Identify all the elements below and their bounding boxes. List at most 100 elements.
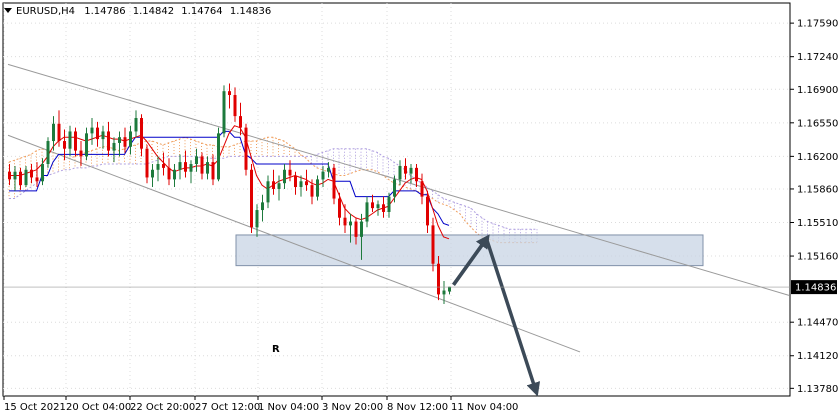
candle[interactable] <box>426 190 429 234</box>
candle[interactable] <box>118 131 121 157</box>
candle[interactable] <box>266 175 270 209</box>
candle[interactable] <box>167 158 171 186</box>
candle[interactable] <box>255 204 259 237</box>
candle-body <box>349 221 352 226</box>
candle[interactable] <box>393 175 396 203</box>
candle[interactable] <box>283 164 286 189</box>
candle[interactable] <box>299 175 303 197</box>
candle[interactable] <box>68 125 72 157</box>
candle[interactable] <box>46 137 50 168</box>
candle[interactable] <box>387 192 391 218</box>
candle[interactable] <box>360 213 363 260</box>
candle-body <box>316 179 319 197</box>
candle[interactable] <box>448 286 451 295</box>
candle[interactable] <box>415 164 418 188</box>
y-tick-label: 1.13780 <box>797 384 838 395</box>
candle[interactable] <box>189 160 193 184</box>
candle[interactable] <box>85 127 88 161</box>
x-tick-label: 27 Oct 12:00 <box>195 402 260 413</box>
candle[interactable] <box>206 156 209 180</box>
candle-body <box>398 165 402 180</box>
candle[interactable] <box>437 256 440 301</box>
candle[interactable] <box>338 192 341 226</box>
candle[interactable] <box>332 164 336 205</box>
candle[interactable] <box>343 204 347 234</box>
candle[interactable] <box>327 162 330 178</box>
candle-body <box>145 148 149 178</box>
candle[interactable] <box>156 156 160 182</box>
candle[interactable] <box>398 160 402 186</box>
candle[interactable] <box>107 121 110 157</box>
candle[interactable] <box>96 121 99 147</box>
candle[interactable] <box>272 169 275 195</box>
candle[interactable] <box>35 162 39 188</box>
candle[interactable] <box>211 154 215 186</box>
candle[interactable] <box>134 110 138 138</box>
candle[interactable] <box>24 165 28 188</box>
candle-body <box>332 167 336 199</box>
candle-body <box>338 198 341 218</box>
candle[interactable] <box>8 164 11 186</box>
candle[interactable] <box>129 125 132 155</box>
candle[interactable] <box>349 213 352 243</box>
candle[interactable] <box>365 196 369 228</box>
candle[interactable] <box>409 164 413 184</box>
channel-line-upper[interactable] <box>7 63 790 296</box>
candle-body <box>46 141 50 165</box>
candle[interactable] <box>250 164 253 234</box>
candle[interactable] <box>57 110 61 147</box>
candle[interactable] <box>277 175 281 201</box>
candle[interactable] <box>294 171 297 195</box>
candle-body <box>343 217 347 226</box>
candle[interactable] <box>288 160 292 182</box>
channel-line-lower[interactable] <box>7 134 581 353</box>
candle[interactable] <box>310 179 314 205</box>
plot-area[interactable] <box>2 2 791 397</box>
y-tick-label: 1.16200 <box>797 152 838 163</box>
candle[interactable] <box>228 83 231 109</box>
candle[interactable] <box>173 164 176 188</box>
candle[interactable] <box>145 144 149 184</box>
candle[interactable] <box>151 164 154 188</box>
candle[interactable] <box>30 164 33 184</box>
candle[interactable] <box>442 280 446 304</box>
candle[interactable] <box>376 200 380 216</box>
candle[interactable] <box>261 194 264 222</box>
candle[interactable] <box>316 175 319 201</box>
candle[interactable] <box>371 194 374 212</box>
candle[interactable] <box>321 165 325 188</box>
candle[interactable] <box>195 148 198 172</box>
candle[interactable] <box>178 154 182 180</box>
candle[interactable] <box>52 116 55 151</box>
candle[interactable] <box>90 118 94 145</box>
candle[interactable] <box>74 127 77 157</box>
symbol-dropdown-icon[interactable] <box>4 8 12 13</box>
candle[interactable] <box>244 123 248 176</box>
candle[interactable] <box>79 141 83 166</box>
candle[interactable] <box>19 167 22 190</box>
candle[interactable] <box>420 173 424 205</box>
candle[interactable] <box>184 150 187 178</box>
candle[interactable] <box>123 127 127 153</box>
candle[interactable] <box>112 137 116 163</box>
candle[interactable] <box>305 169 308 191</box>
candle[interactable] <box>101 125 105 149</box>
candle[interactable] <box>354 217 358 245</box>
candle[interactable] <box>382 196 385 218</box>
candle[interactable] <box>140 114 143 157</box>
candle[interactable] <box>222 85 226 138</box>
candle-body <box>167 167 171 180</box>
candle-body <box>8 171 11 180</box>
candle[interactable] <box>63 129 66 161</box>
candle[interactable] <box>200 152 204 180</box>
candle[interactable] <box>13 165 17 191</box>
candle[interactable] <box>162 152 165 176</box>
candle[interactable] <box>431 217 435 272</box>
candle[interactable] <box>404 158 407 180</box>
candle[interactable] <box>233 87 237 122</box>
candle[interactable] <box>217 127 220 182</box>
candle[interactable] <box>41 158 44 186</box>
candle[interactable] <box>239 102 242 136</box>
